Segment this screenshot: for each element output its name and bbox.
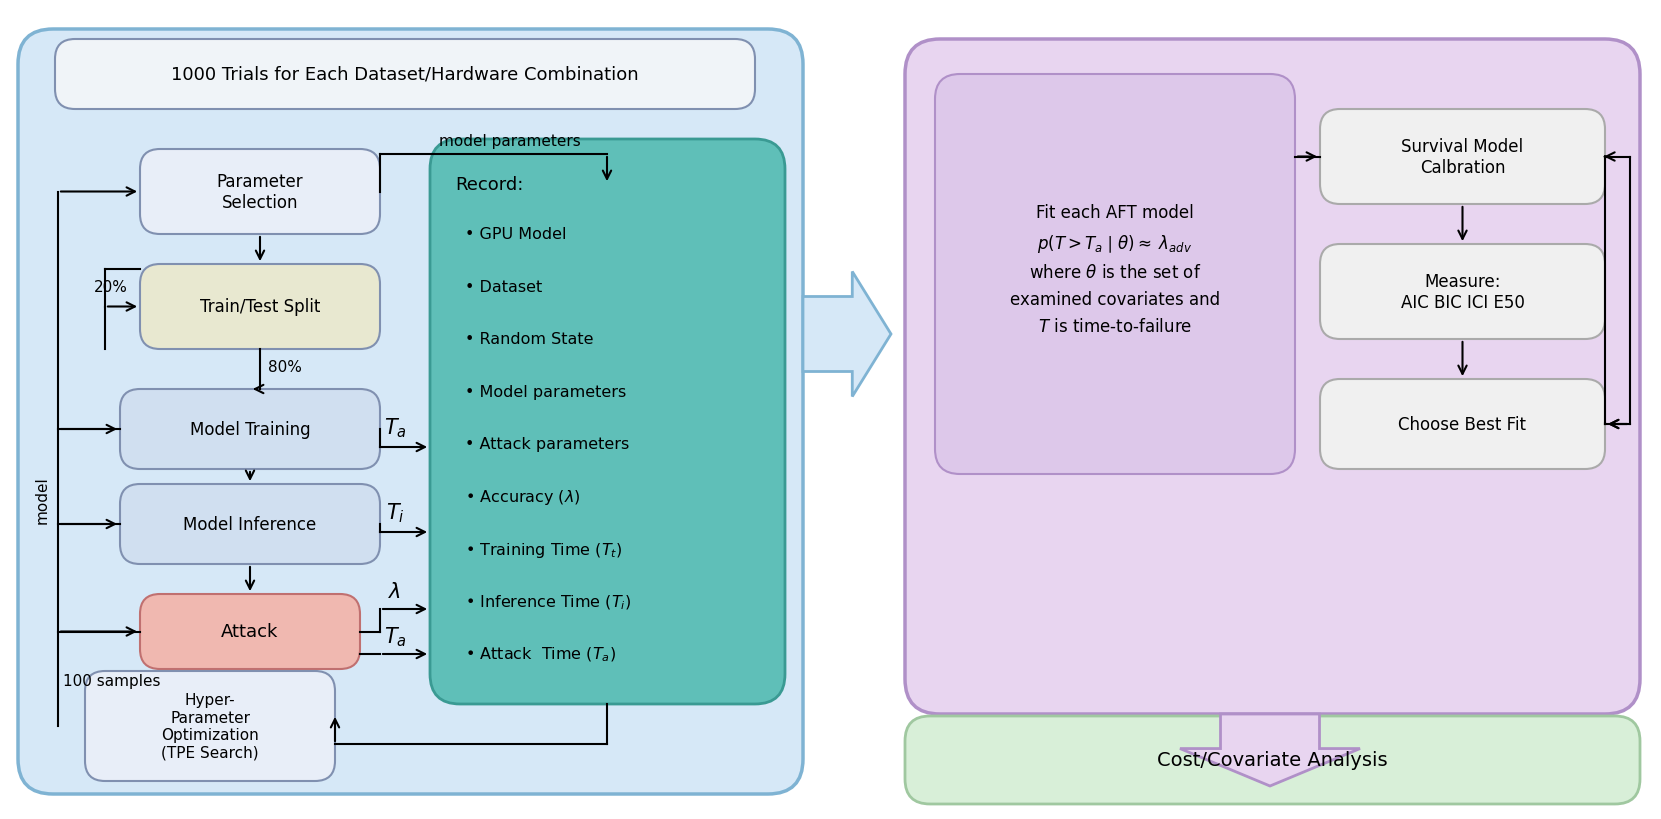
Text: 20%: 20%	[95, 280, 128, 295]
Text: $T_a$: $T_a$	[384, 624, 407, 648]
FancyBboxPatch shape	[430, 140, 786, 704]
Text: • Dataset: • Dataset	[465, 279, 541, 295]
Text: Survival Model
Calbration: Survival Model Calbration	[1402, 138, 1523, 177]
FancyBboxPatch shape	[18, 30, 802, 794]
Text: Choose Best Fit: Choose Best Fit	[1399, 415, 1526, 433]
Text: • Inference Time ($T_i$): • Inference Time ($T_i$)	[465, 593, 631, 611]
FancyBboxPatch shape	[905, 40, 1639, 714]
FancyBboxPatch shape	[1320, 245, 1605, 340]
Text: • GPU Model: • GPU Model	[465, 227, 566, 242]
FancyBboxPatch shape	[85, 672, 336, 781]
Text: • Training Time ($T_t$): • Training Time ($T_t$)	[465, 540, 623, 559]
Text: 1000 Trials for Each Dataset/Hardware Combination: 1000 Trials for Each Dataset/Hardware Co…	[171, 66, 639, 84]
Text: • Attack  Time ($T_a$): • Attack Time ($T_a$)	[465, 645, 616, 663]
Text: $\lambda$: $\lambda$	[389, 581, 402, 601]
Text: • Model parameters: • Model parameters	[465, 385, 626, 400]
Text: model: model	[35, 476, 50, 523]
Text: • Accuracy ($\lambda$): • Accuracy ($\lambda$)	[465, 487, 581, 506]
Text: $T_a$: $T_a$	[384, 416, 407, 439]
Text: Fit each AFT model
$p(T > T_a \mid \theta) \approx \; \lambda_{adv}$
where $\the: Fit each AFT model $p(T > T_a \mid \thet…	[1010, 204, 1221, 336]
Text: Attack: Attack	[221, 622, 279, 640]
Text: 80%: 80%	[267, 360, 302, 375]
FancyBboxPatch shape	[905, 716, 1639, 804]
FancyBboxPatch shape	[120, 390, 380, 469]
Text: Model Training: Model Training	[189, 420, 311, 438]
FancyBboxPatch shape	[140, 150, 380, 235]
Text: $T_i$: $T_i$	[385, 500, 404, 524]
Text: Measure:
AIC BIC ICI E50: Measure: AIC BIC ICI E50	[1400, 273, 1525, 311]
Text: Record:: Record:	[455, 176, 523, 194]
FancyBboxPatch shape	[140, 595, 360, 669]
Polygon shape	[1179, 714, 1360, 786]
FancyBboxPatch shape	[140, 265, 380, 350]
Text: model parameters: model parameters	[439, 134, 581, 149]
Text: 100 samples: 100 samples	[63, 674, 161, 689]
FancyBboxPatch shape	[120, 484, 380, 564]
Text: • Random State: • Random State	[465, 332, 593, 347]
FancyBboxPatch shape	[1320, 379, 1605, 469]
Polygon shape	[802, 272, 890, 397]
FancyBboxPatch shape	[55, 40, 756, 110]
Text: Cost/Covariate Analysis: Cost/Covariate Analysis	[1158, 750, 1389, 770]
Text: • Attack parameters: • Attack parameters	[465, 437, 630, 452]
Text: Model Inference: Model Inference	[183, 515, 317, 533]
Text: Parameter
Selection: Parameter Selection	[216, 173, 304, 211]
FancyBboxPatch shape	[1320, 110, 1605, 205]
Text: Train/Test Split: Train/Test Split	[199, 298, 321, 316]
FancyBboxPatch shape	[935, 75, 1296, 474]
Text: Hyper-
Parameter
Optimization
(TPE Search): Hyper- Parameter Optimization (TPE Searc…	[161, 693, 259, 760]
